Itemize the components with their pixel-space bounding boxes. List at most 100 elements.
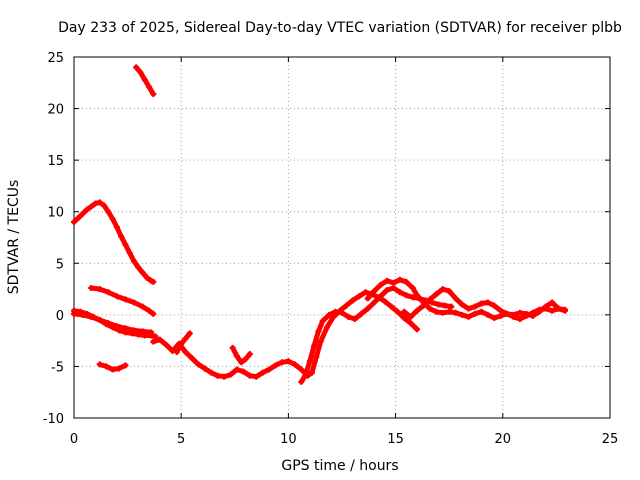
- data-point: [126, 249, 133, 256]
- data-point: [113, 323, 120, 330]
- data-point: [523, 310, 530, 317]
- data-point: [343, 302, 350, 309]
- data-point: [433, 291, 440, 298]
- data-point: [308, 369, 315, 376]
- data-point: [439, 309, 446, 316]
- data-point: [465, 305, 472, 312]
- data-point: [79, 311, 86, 318]
- series-arc12: [173, 330, 193, 355]
- data-point: [105, 289, 112, 296]
- data-point: [122, 296, 129, 303]
- series-line: [150, 289, 420, 380]
- data-point: [240, 368, 247, 375]
- y-tick-label: -10: [43, 412, 64, 427]
- data-point: [516, 315, 523, 322]
- data-point: [401, 308, 408, 315]
- data-point: [103, 363, 110, 370]
- data-point: [178, 340, 185, 347]
- data-point: [186, 330, 193, 337]
- data-point: [92, 200, 99, 207]
- data-point: [319, 318, 326, 325]
- data-point: [101, 202, 108, 209]
- data-point: [439, 286, 446, 293]
- data-point: [345, 313, 352, 320]
- data-point: [272, 362, 279, 369]
- data-point: [122, 362, 129, 369]
- x-tick-label: 25: [602, 432, 619, 447]
- data-point: [407, 313, 414, 320]
- data-point: [88, 285, 95, 292]
- y-tick-label: 0: [56, 309, 64, 324]
- data-point: [446, 288, 453, 295]
- data-point: [233, 353, 240, 360]
- axis-ticks: 0 5 10 15 20 25 -10 -5 0 5 10 15 20 25: [43, 51, 619, 447]
- data-point: [446, 308, 453, 315]
- data-point: [364, 295, 371, 302]
- y-tick-label: 15: [47, 154, 64, 169]
- data-point: [377, 281, 384, 288]
- data-point: [371, 299, 378, 306]
- data-point: [137, 69, 144, 76]
- data-point: [414, 307, 421, 314]
- data-point: [201, 365, 208, 372]
- data-point: [291, 361, 298, 368]
- data-point: [317, 338, 324, 345]
- data-point: [549, 307, 556, 314]
- series-arc2: [71, 199, 157, 285]
- y-tick-label: 20: [47, 103, 64, 118]
- data-point: [555, 305, 562, 312]
- data-point: [227, 371, 234, 378]
- series-arc6: [96, 361, 129, 373]
- grid: [74, 57, 610, 418]
- x-tick-label: 0: [70, 432, 78, 447]
- data-point: [143, 274, 150, 281]
- data-point: [396, 289, 403, 296]
- data-point: [75, 214, 82, 221]
- data-point: [326, 311, 333, 318]
- data-point: [88, 203, 95, 210]
- data-point: [414, 292, 421, 299]
- data-point: [491, 314, 498, 321]
- data-point: [377, 293, 384, 300]
- data-point: [113, 293, 120, 300]
- data-point: [242, 356, 249, 363]
- data-point: [323, 324, 330, 331]
- data-point: [396, 276, 403, 283]
- data-point: [122, 241, 129, 248]
- data-point: [371, 288, 378, 295]
- data-point: [306, 358, 313, 365]
- data-point: [313, 354, 320, 361]
- data-point: [146, 307, 153, 314]
- data-point: [452, 295, 459, 302]
- data-point: [349, 297, 356, 304]
- data-point: [435, 301, 442, 308]
- data-point: [195, 361, 202, 368]
- data-point: [302, 371, 309, 378]
- data-point: [259, 369, 266, 376]
- data-point: [88, 313, 95, 320]
- series-arc9: [229, 344, 253, 366]
- data-point: [182, 348, 189, 355]
- data-point: [356, 293, 363, 300]
- data-point: [285, 358, 292, 365]
- data-point: [311, 342, 318, 349]
- data-point: [529, 312, 536, 319]
- data-point: [221, 373, 228, 380]
- data-point: [105, 208, 112, 215]
- data-point: [471, 303, 478, 310]
- data-point: [214, 372, 221, 379]
- data-point: [549, 299, 556, 306]
- data-point: [253, 373, 260, 380]
- data-point: [150, 338, 157, 345]
- data-point: [278, 359, 285, 366]
- data-point: [403, 292, 410, 299]
- data-point: [332, 308, 339, 315]
- data-point: [491, 302, 498, 309]
- data-point: [139, 269, 146, 276]
- data-point: [135, 264, 142, 271]
- data-point: [246, 351, 253, 358]
- data-point: [131, 327, 138, 334]
- data-point: [401, 314, 408, 321]
- data-point: [298, 366, 305, 373]
